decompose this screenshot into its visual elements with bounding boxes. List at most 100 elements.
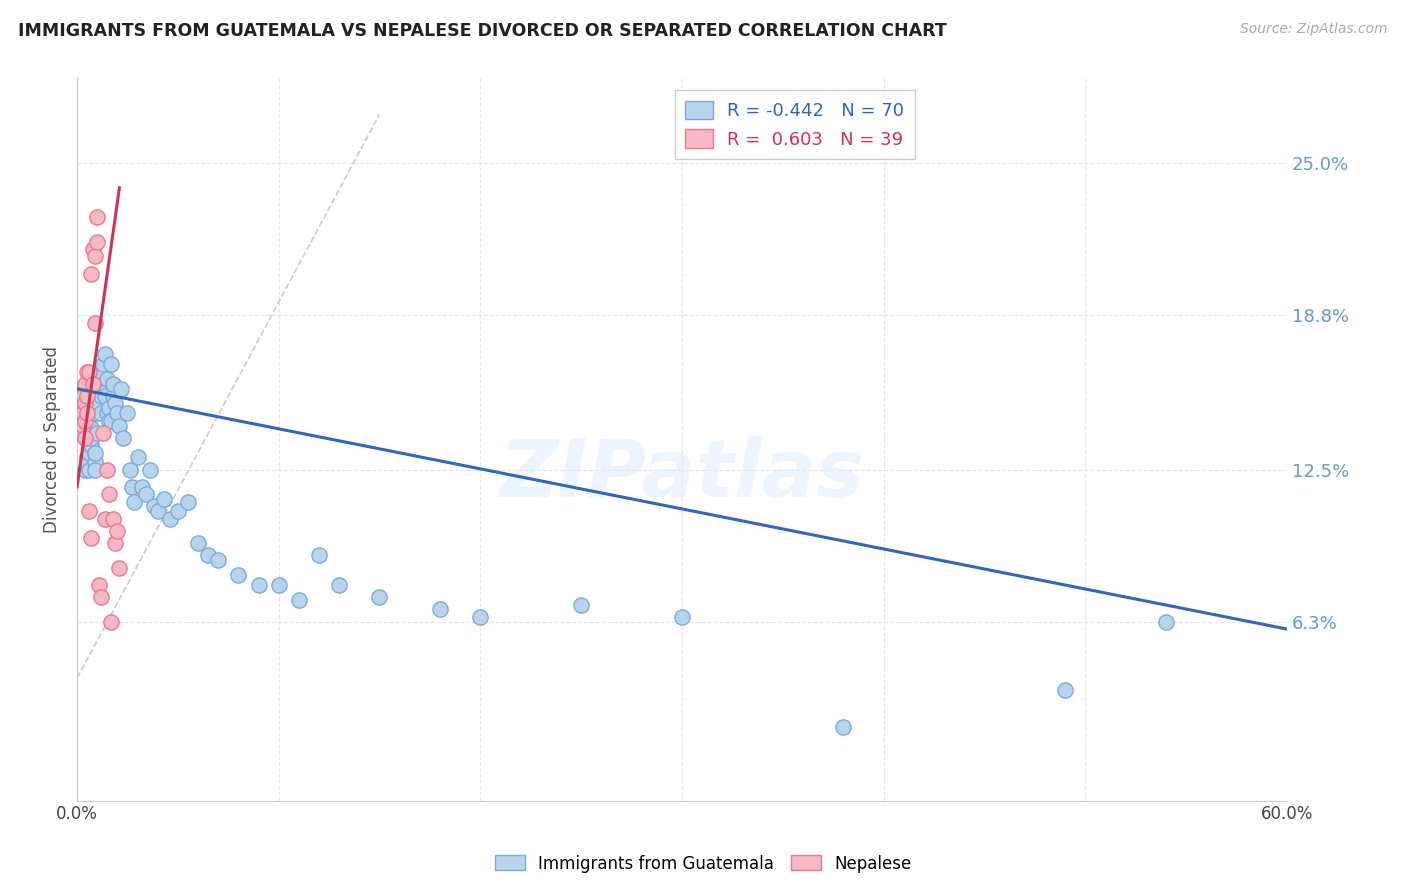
Point <box>470 609 492 624</box>
Point <box>96 406 118 420</box>
Point <box>671 609 693 624</box>
Point <box>98 414 121 428</box>
Point <box>131 480 153 494</box>
Point <box>76 389 98 403</box>
Point <box>127 450 149 465</box>
Point <box>80 431 103 445</box>
Point <box>91 357 114 371</box>
Point <box>142 500 165 514</box>
Point <box>308 549 330 563</box>
Point <box>72 418 94 433</box>
Point <box>70 382 93 396</box>
Point <box>82 242 104 256</box>
Point <box>89 578 111 592</box>
Point <box>76 365 98 379</box>
Point <box>103 389 125 403</box>
Point <box>96 463 118 477</box>
Point <box>76 406 98 420</box>
Point <box>569 598 592 612</box>
Point <box>121 480 143 494</box>
Text: Source: ZipAtlas.com: Source: ZipAtlas.com <box>1240 22 1388 37</box>
Point <box>100 414 122 428</box>
Point <box>118 463 141 477</box>
Point <box>77 365 100 379</box>
Point <box>247 578 270 592</box>
Point <box>89 365 111 379</box>
Point <box>288 592 311 607</box>
Point <box>135 487 157 501</box>
Point <box>80 267 103 281</box>
Point <box>146 504 169 518</box>
Point <box>90 406 112 420</box>
Point <box>98 401 121 416</box>
Point <box>228 568 250 582</box>
Point <box>108 418 131 433</box>
Point <box>100 357 122 371</box>
Point <box>1053 683 1076 698</box>
Point <box>138 463 160 477</box>
Point <box>75 431 97 445</box>
Point <box>80 438 103 452</box>
Point <box>76 455 98 469</box>
Point <box>100 615 122 629</box>
Text: ZIPatlas: ZIPatlas <box>499 436 865 514</box>
Point <box>89 382 111 396</box>
Point <box>86 376 108 391</box>
Point <box>98 487 121 501</box>
Point <box>77 504 100 518</box>
Point <box>108 560 131 574</box>
Point <box>94 389 117 403</box>
Point <box>90 389 112 403</box>
Point <box>80 531 103 545</box>
Point <box>67 418 90 433</box>
Point <box>67 406 90 420</box>
Text: IMMIGRANTS FROM GUATEMALA VS NEPALESE DIVORCED OR SEPARATED CORRELATION CHART: IMMIGRANTS FROM GUATEMALA VS NEPALESE DI… <box>18 22 948 40</box>
Point <box>187 536 209 550</box>
Point <box>167 504 190 518</box>
Point <box>94 347 117 361</box>
Point <box>177 494 200 508</box>
Point <box>70 396 93 410</box>
Point <box>84 249 107 263</box>
Point <box>91 425 114 440</box>
Point <box>86 210 108 224</box>
Point <box>207 553 229 567</box>
Point <box>70 406 93 420</box>
Point <box>152 492 174 507</box>
Point <box>75 463 97 477</box>
Point <box>107 406 129 420</box>
Point <box>117 406 139 420</box>
Point <box>429 602 451 616</box>
Point <box>72 406 94 420</box>
Point <box>103 512 125 526</box>
Point <box>86 406 108 420</box>
Point <box>107 524 129 538</box>
Point <box>159 512 181 526</box>
Point <box>80 421 103 435</box>
Point <box>832 720 855 734</box>
Point <box>67 396 90 410</box>
Point <box>70 418 93 433</box>
Point <box>110 382 132 396</box>
Point <box>86 396 108 410</box>
Point <box>75 414 97 428</box>
Point <box>82 389 104 403</box>
Point <box>86 425 108 440</box>
Y-axis label: Divorced or Separated: Divorced or Separated <box>44 345 60 533</box>
Point <box>94 512 117 526</box>
Point <box>82 376 104 391</box>
Point <box>70 425 93 440</box>
Point <box>368 590 391 604</box>
Point <box>96 372 118 386</box>
Point <box>76 450 98 465</box>
Point <box>197 549 219 563</box>
Point <box>328 578 350 592</box>
Point <box>82 406 104 420</box>
Point <box>77 445 100 459</box>
Point <box>84 455 107 469</box>
Point <box>84 445 107 459</box>
Point <box>112 431 135 445</box>
Point <box>1154 615 1177 629</box>
Point <box>84 463 107 477</box>
Legend: Immigrants from Guatemala, Nepalese: Immigrants from Guatemala, Nepalese <box>488 848 918 880</box>
